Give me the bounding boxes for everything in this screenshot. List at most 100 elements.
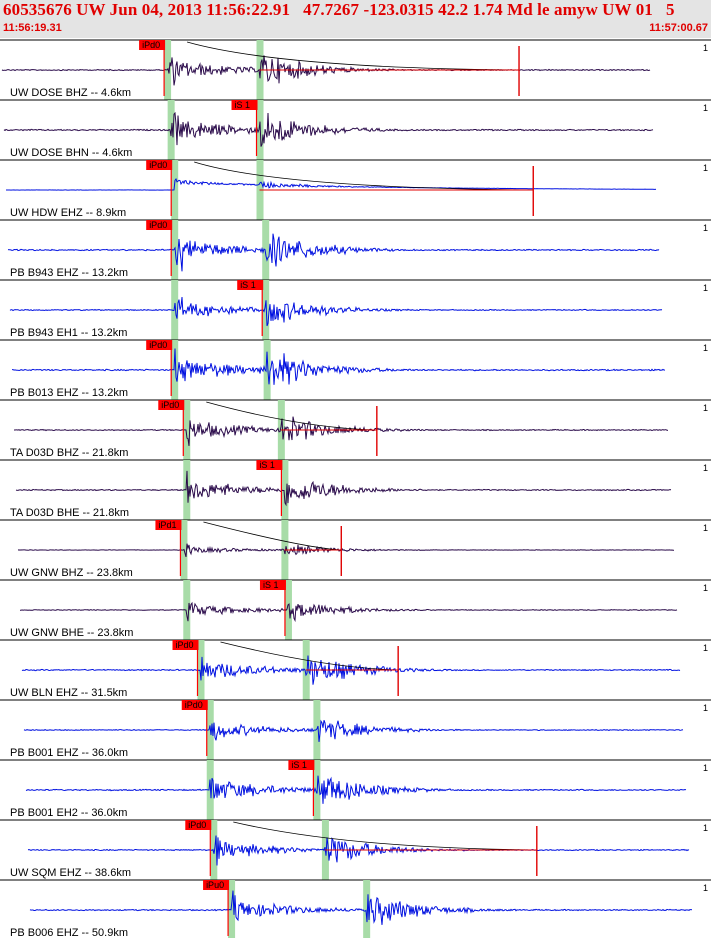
scale-label: 1 (703, 43, 708, 53)
pick-flag[interactable] (231, 100, 258, 110)
station-label: UW SQM EHZ -- 38.6km (10, 867, 131, 879)
waveform (21, 655, 681, 685)
s-window (262, 280, 270, 340)
station-label: PB B001 EHZ -- 36.0km (10, 747, 128, 759)
pick-flag[interactable] (256, 460, 283, 470)
coda-envelope (220, 641, 399, 671)
trace-panel[interactable]: iPd0 UW DOSE BHZ -- 4.6km 1 iS 1 UW DOSE BHN… (0, 38, 711, 938)
pick-flag[interactable] (259, 580, 286, 590)
scale-label: 1 (703, 103, 708, 113)
s-window (313, 700, 321, 760)
s-window (363, 880, 371, 938)
coda-envelope (206, 401, 377, 431)
coda-envelope (233, 821, 537, 851)
trace-row[interactable]: iS 1 UW GNW BHE -- 23.8km 1 (0, 579, 711, 640)
pick-flag[interactable] (146, 340, 173, 350)
pick-label: iS 1 (240, 280, 256, 290)
scale-label: 1 (703, 283, 708, 293)
event-title: 60535676 UW Jun 04, 2013 11:56:22.91 47.… (3, 0, 675, 19)
waveform (29, 890, 693, 925)
trace-row[interactable]: iS 1 UW DOSE BHN -- 4.6km 1 (0, 99, 711, 160)
trace-row[interactable]: iPd0 UW BLN EHZ -- 31.5km 1 (0, 639, 711, 700)
header-bar: 60535676 UW Jun 04, 2013 11:56:22.91 47.… (0, 0, 711, 38)
station-label: PB B001 EH2 -- 36.0km (10, 807, 127, 819)
trace-row[interactable]: iS 1 PB B001 EH2 -- 36.0km 1 (0, 759, 711, 820)
pick-flag[interactable] (172, 640, 199, 650)
end-time: 11:57:00.67 (649, 22, 708, 34)
scale-label: 1 (703, 463, 708, 473)
scale-label: 1 (703, 643, 708, 653)
station-label: PB B943 EH1 -- 13.2km (10, 327, 127, 339)
pick-label: iPd0 (176, 640, 194, 650)
station-label: PB B006 EHZ -- 50.9km (10, 927, 128, 938)
waveform (12, 348, 666, 385)
waveform (14, 416, 669, 446)
scale-label: 1 (703, 583, 708, 593)
waveform (6, 177, 657, 191)
pick-flag[interactable] (146, 160, 173, 170)
waveform (7, 233, 660, 272)
station-label: UW GNW BHE -- 23.8km (10, 627, 133, 639)
coda-envelope (194, 161, 534, 191)
pick-flag[interactable] (237, 280, 264, 290)
pick-label: iPd0 (185, 700, 203, 710)
trace-row[interactable]: iPd0 PB B013 EHZ -- 13.2km 1 (0, 339, 711, 400)
waveform (27, 835, 690, 866)
pick-label: iPd0 (188, 820, 206, 830)
p-window (183, 400, 191, 460)
trace-row[interactable]: iPu0 PB B006 EHZ -- 50.9km 1 (0, 879, 711, 938)
p-window (210, 820, 218, 880)
scale-label: 1 (703, 163, 708, 173)
trace-row[interactable]: iS 1 PB B943 EH1 -- 13.2km 1 (0, 279, 711, 340)
pick-flag[interactable] (181, 700, 208, 710)
scale-label: 1 (703, 343, 708, 353)
trace-row[interactable]: iPd0 PB B943 EHZ -- 13.2km 1 (0, 219, 711, 280)
p-window (171, 160, 179, 220)
station-label: TA D03D BHE -- 21.8km (10, 507, 129, 519)
pick-label: iS 1 (235, 100, 251, 110)
scale-label: 1 (703, 883, 708, 893)
trace-row[interactable]: iPd1 UW GNW BHZ -- 23.8km 1 (0, 519, 711, 580)
pick-flag[interactable] (155, 520, 182, 530)
pick-flag[interactable] (158, 400, 185, 410)
pick-label: iPd0 (149, 340, 167, 350)
station-label: UW DOSE BHN -- 4.6km (10, 147, 132, 159)
scale-label: 1 (703, 823, 708, 833)
waveform (20, 601, 678, 623)
pick-label: iPd0 (149, 160, 167, 170)
p-window (171, 340, 179, 400)
pick-label: iPd0 (149, 220, 167, 230)
pick-label: iPd1 (158, 520, 176, 530)
station-label: PB B943 EHZ -- 13.2km (10, 267, 128, 279)
scale-label: 1 (703, 703, 708, 713)
pick-label: iPd0 (142, 40, 160, 50)
waveform (3, 111, 654, 147)
pick-flag[interactable] (146, 220, 173, 230)
p-window (171, 280, 179, 340)
trace-row[interactable]: iPd0 PB B001 EHZ -- 36.0km 1 (0, 699, 711, 760)
pick-flag[interactable] (288, 760, 315, 770)
pick-flag[interactable] (185, 820, 212, 830)
station-label: TA D03D BHZ -- 21.8km (10, 447, 128, 459)
scale-label: 1 (703, 223, 708, 233)
pick-flag[interactable] (203, 880, 230, 890)
start-time: 11:56:19.31 (3, 22, 62, 34)
s-window (263, 340, 271, 400)
station-label: UW GNW BHZ -- 23.8km (10, 567, 133, 579)
trace-row[interactable]: iPd0 UW SQM EHZ -- 38.6km 1 (0, 819, 711, 880)
trace-row[interactable]: iS 1 TA D03D BHE -- 21.8km 1 (0, 459, 711, 520)
pick-label: iS 1 (259, 460, 275, 470)
p-window (183, 460, 191, 520)
scale-label: 1 (703, 403, 708, 413)
scale-label: 1 (703, 523, 708, 533)
waveform (23, 719, 684, 742)
coda-envelope (186, 41, 520, 71)
pick-label: iS 1 (263, 580, 279, 590)
trace-row[interactable]: iPd0 UW HDW EHZ -- 8.9km 1 (0, 159, 711, 220)
pick-flag[interactable] (139, 40, 166, 50)
station-label: UW HDW EHZ -- 8.9km (10, 207, 126, 219)
s-window (281, 460, 289, 520)
trace-row[interactable]: iPd0 TA D03D BHZ -- 21.8km 1 (0, 399, 711, 460)
trace-row[interactable]: iPd0 UW DOSE BHZ -- 4.6km 1 (0, 39, 711, 100)
